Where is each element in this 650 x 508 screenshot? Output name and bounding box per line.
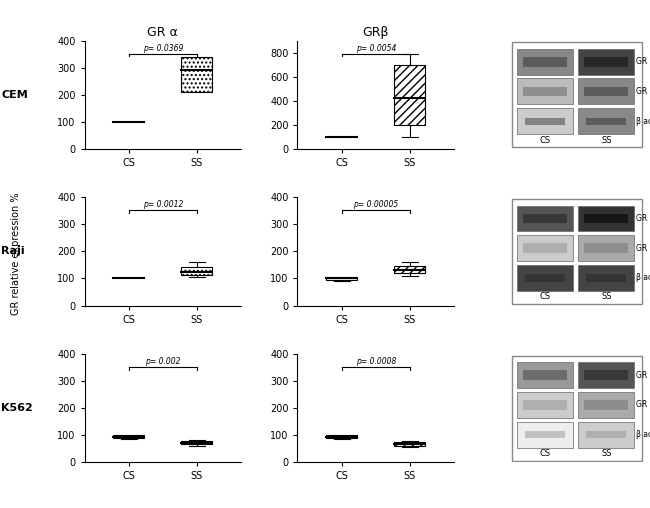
Bar: [113, 435, 144, 438]
Title: GR α: GR α: [148, 26, 178, 40]
Text: GR β: GR β: [636, 400, 650, 409]
Bar: [523, 400, 567, 410]
Bar: [578, 362, 634, 388]
Bar: [517, 422, 573, 448]
Bar: [181, 57, 212, 92]
Bar: [326, 278, 357, 280]
Text: β actin: β actin: [636, 117, 650, 125]
Bar: [525, 431, 566, 438]
Text: β actin: β actin: [636, 430, 650, 439]
Bar: [523, 213, 567, 224]
Text: p= 0.0008: p= 0.0008: [356, 357, 396, 366]
Text: GR β: GR β: [636, 87, 650, 96]
Text: p= 0.002: p= 0.002: [145, 357, 181, 366]
Text: GR α: GR α: [636, 57, 650, 66]
Bar: [578, 392, 634, 418]
Bar: [586, 431, 627, 438]
Bar: [586, 117, 627, 125]
Bar: [523, 57, 567, 67]
Bar: [395, 442, 425, 446]
Text: GR relative expression %: GR relative expression %: [11, 193, 21, 315]
Bar: [578, 49, 634, 75]
Bar: [517, 108, 573, 134]
Bar: [584, 400, 628, 410]
Text: p= 0.0054: p= 0.0054: [356, 44, 396, 52]
Text: GR α: GR α: [636, 371, 650, 380]
Bar: [578, 78, 634, 105]
Bar: [584, 370, 628, 380]
Text: p= 0.0369: p= 0.0369: [142, 44, 183, 52]
Text: SS: SS: [601, 449, 612, 458]
Bar: [517, 392, 573, 418]
Text: CEM: CEM: [1, 90, 28, 100]
Bar: [326, 435, 357, 438]
Text: p= 0.00005: p= 0.00005: [353, 200, 398, 209]
Bar: [584, 243, 628, 253]
Bar: [584, 213, 628, 224]
Text: Raji: Raji: [1, 246, 25, 257]
Text: p= 0.0012: p= 0.0012: [142, 200, 183, 209]
Text: CS: CS: [540, 136, 551, 145]
Bar: [584, 86, 628, 97]
Text: GR β: GR β: [636, 244, 650, 252]
Bar: [578, 235, 634, 261]
Bar: [517, 206, 573, 232]
Text: SS: SS: [601, 293, 612, 301]
Text: CS: CS: [540, 293, 551, 301]
Bar: [586, 274, 627, 281]
Title: GRβ: GRβ: [363, 26, 389, 40]
Bar: [578, 265, 634, 291]
Text: GR α: GR α: [636, 214, 650, 223]
Bar: [525, 274, 566, 281]
Bar: [523, 243, 567, 253]
Bar: [523, 370, 567, 380]
Bar: [578, 422, 634, 448]
Bar: [395, 266, 425, 273]
Bar: [517, 235, 573, 261]
Bar: [584, 57, 628, 67]
Text: β actin: β actin: [636, 273, 650, 282]
Bar: [395, 65, 425, 125]
Text: CS: CS: [540, 449, 551, 458]
Bar: [517, 265, 573, 291]
Bar: [525, 117, 566, 125]
Bar: [517, 362, 573, 388]
Bar: [517, 78, 573, 105]
Text: K562: K562: [1, 403, 33, 413]
Bar: [578, 206, 634, 232]
Text: SS: SS: [601, 136, 612, 145]
Bar: [181, 267, 212, 275]
Bar: [523, 86, 567, 97]
Bar: [578, 108, 634, 134]
Bar: [181, 440, 212, 444]
Bar: [517, 49, 573, 75]
